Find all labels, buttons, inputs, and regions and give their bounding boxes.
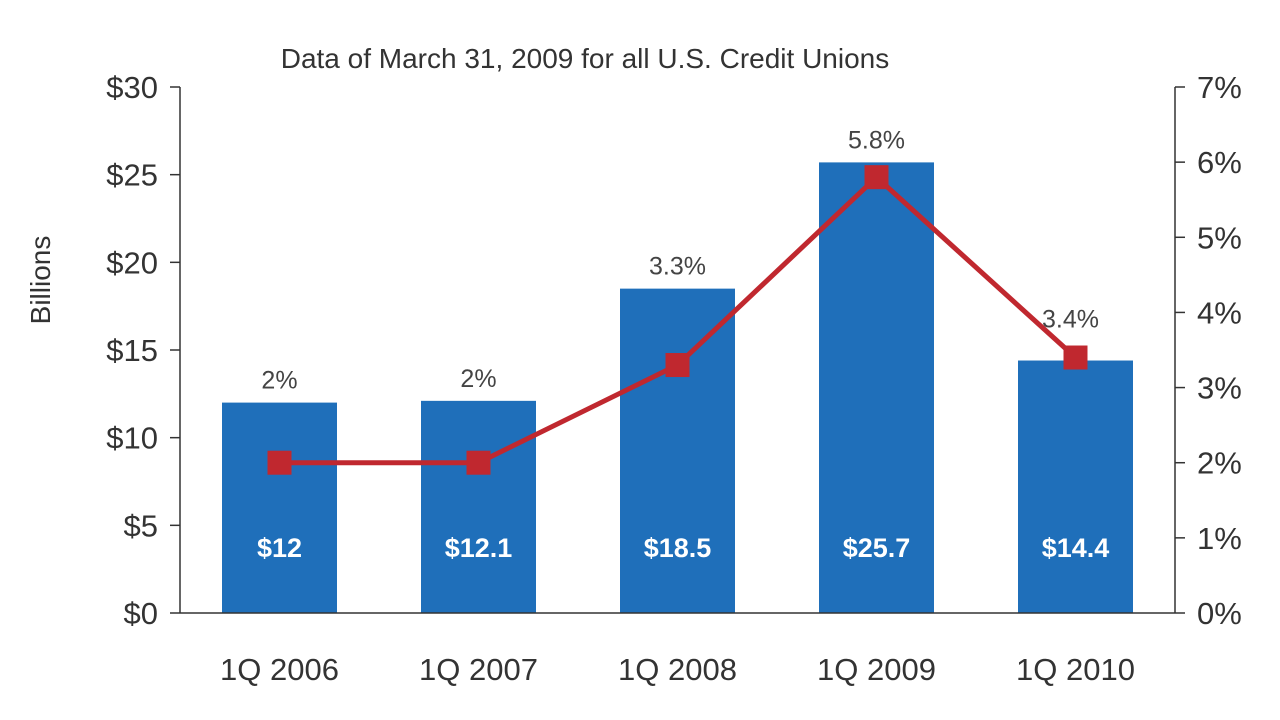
line-marker-2 — [665, 353, 690, 378]
left-tick-label-6: $30 — [106, 70, 158, 105]
right-tick-label-6: 6% — [1197, 145, 1242, 180]
line-marker-4 — [1063, 345, 1088, 370]
line-marker-1 — [466, 450, 491, 475]
right-tick-label-5: 5% — [1197, 220, 1242, 255]
line-marker-0 — [267, 450, 292, 475]
labels-layer: $12 $12.1 $18.5 $25.7 $14.4 2% 2% 3.3% 5.8% 3.4% — [257, 126, 1109, 563]
bar-4 — [1018, 360, 1133, 613]
left-tick-label-2: $10 — [106, 421, 158, 456]
left-tick-label-5: $25 — [106, 158, 158, 193]
y-axis-label: Billions — [25, 236, 56, 325]
category-label-4: 1Q 2010 — [1016, 652, 1135, 687]
right-tick-label-1: 1% — [1197, 521, 1242, 556]
line-value-label-3: 5.8% — [848, 126, 905, 154]
bar-value-label-1: $12.1 — [445, 533, 513, 563]
chart-subtitle: Data of March 31, 2009 for all U.S. Cred… — [281, 43, 890, 74]
right-tick-label-2: 2% — [1197, 446, 1242, 481]
line-value-label-2: 3.3% — [649, 253, 706, 281]
category-label-0: 1Q 2006 — [220, 652, 339, 687]
left-tick-label-4: $20 — [106, 245, 158, 280]
left-tick-label-0: $0 — [124, 596, 158, 631]
line-value-label-1: 2% — [460, 365, 496, 393]
category-label-3: 1Q 2009 — [817, 652, 936, 687]
axes-layer: $0 $5 $10 $15 $20 $25 $30 0% 1% 2% 3% 4% 5% 6% 7% 1Q 20… — [106, 70, 1242, 687]
line-layer — [267, 165, 1088, 475]
bar-value-label-0: $12 — [257, 533, 302, 563]
left-tick-label-3: $15 — [106, 333, 158, 368]
bar-0 — [222, 402, 337, 613]
line-marker-3 — [864, 165, 889, 190]
bar-value-label-4: $14.4 — [1042, 533, 1110, 563]
line-value-label-4: 3.4% — [1042, 306, 1099, 334]
category-label-2: 1Q 2008 — [618, 652, 737, 687]
line-value-label-0: 2% — [261, 367, 297, 395]
right-tick-label-7: 7% — [1197, 70, 1242, 105]
left-tick-label-1: $5 — [124, 508, 158, 543]
bar-value-label-2: $18.5 — [644, 533, 712, 563]
bar-2 — [620, 288, 735, 613]
bar-1 — [421, 400, 536, 613]
bars-layer — [222, 162, 1133, 614]
bar-value-label-3: $25.7 — [843, 533, 911, 563]
category-label-1: 1Q 2007 — [419, 652, 538, 687]
bar-3 — [819, 162, 934, 614]
right-tick-label-3: 3% — [1197, 371, 1242, 406]
right-tick-label-0: 0% — [1197, 596, 1242, 631]
right-tick-label-4: 4% — [1197, 295, 1242, 330]
